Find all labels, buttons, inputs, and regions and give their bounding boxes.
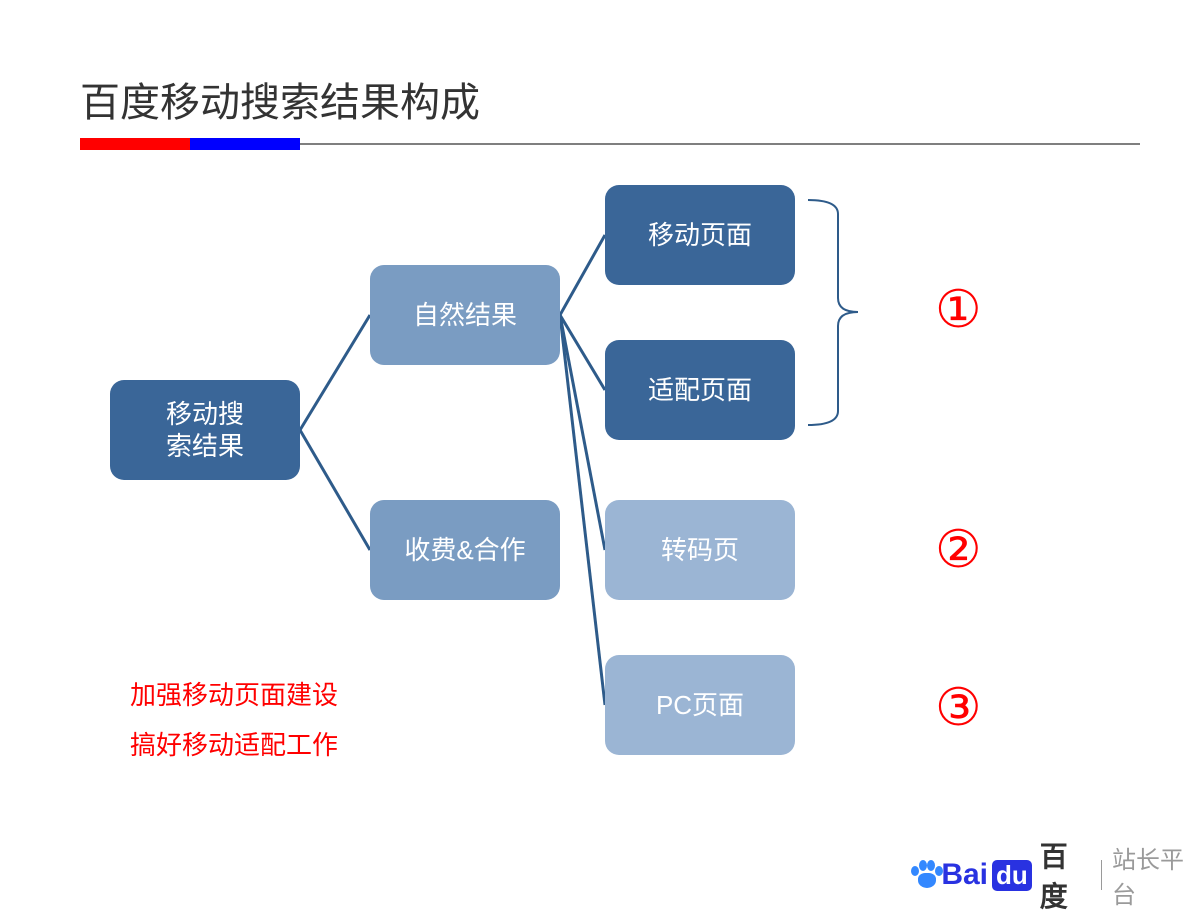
edge-root-nat — [300, 315, 370, 430]
slide-title: 百度移动搜索结果构成 — [80, 70, 480, 128]
node-trans: 转码页 — [605, 500, 795, 600]
edge-root-paid — [300, 430, 370, 550]
node-adapt: 适配页面 — [605, 340, 795, 440]
edge-nat-trans — [560, 315, 605, 550]
node-root: 移动搜 索结果 — [110, 380, 300, 480]
annotation-2: 搞好移动适配工作 — [130, 725, 338, 762]
title-bar-blue — [190, 138, 300, 150]
footer-logo-area: Bai du 百度 站长平台 — [910, 835, 1200, 915]
edge-nat-adapt — [560, 315, 605, 390]
priority-3: ③ — [935, 678, 982, 738]
node-pc: PC页面 — [605, 655, 795, 755]
node-nat: 自然结果 — [370, 265, 560, 365]
title-underline — [300, 143, 1140, 145]
baidu-paw-icon — [910, 860, 939, 890]
annotation-1: 加强移动页面建设 — [130, 675, 338, 712]
grouping-bracket — [808, 200, 858, 425]
node-mob: 移动页面 — [605, 185, 795, 285]
slide-root: 百度移动搜索结果构成 移动搜 索结果自然结果收费&合作 移动页面适配页面转码页 PC… — [0, 0, 1200, 900]
title-bar-red — [80, 138, 190, 150]
edge-nat-pc — [560, 315, 605, 705]
priority-2: ② — [935, 520, 982, 580]
edge-nat-mob — [560, 235, 605, 315]
node-paid: 收费&合作 — [370, 500, 560, 600]
logo-cn: 百度 — [1040, 835, 1091, 915]
logo-du: du — [992, 860, 1032, 891]
logo-bai: Bai — [941, 858, 988, 892]
priority-1: ① — [935, 280, 982, 340]
logo-divider — [1101, 860, 1102, 890]
